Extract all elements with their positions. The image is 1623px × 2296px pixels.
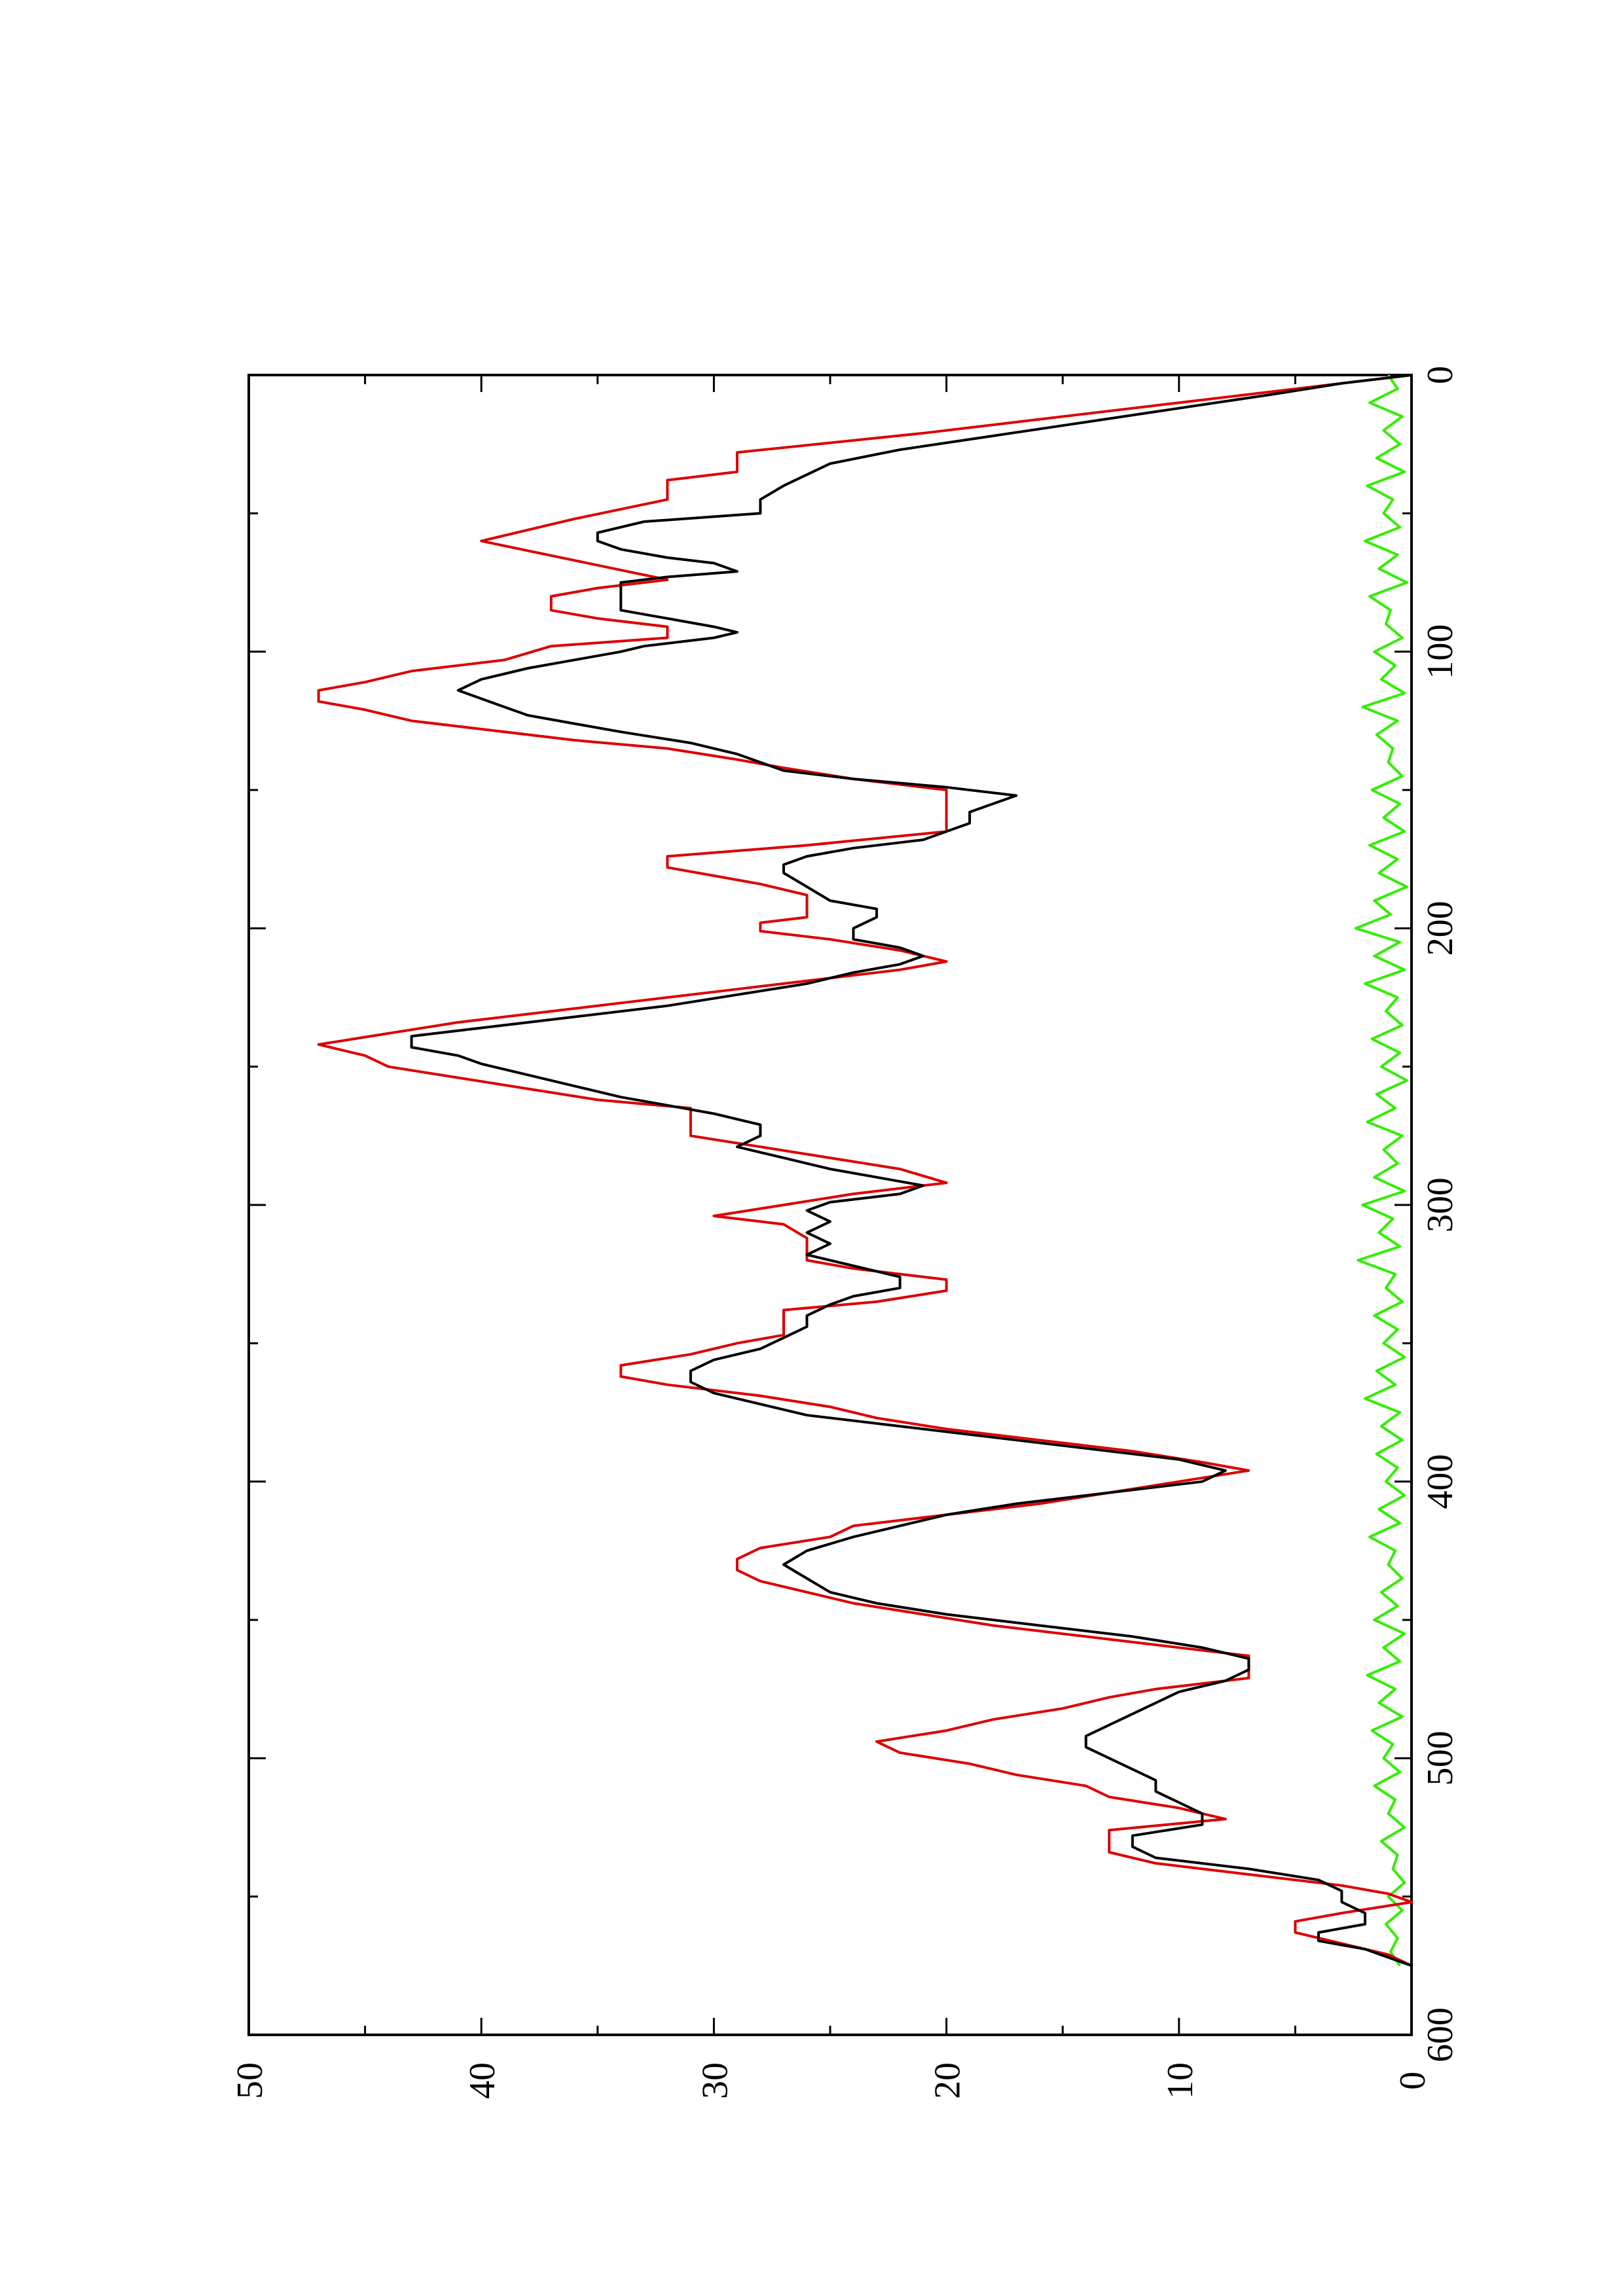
x-tick-label: 0 xyxy=(1420,366,1461,384)
series-line-1 xyxy=(317,374,1413,1967)
y-tick-label: 30 xyxy=(695,2062,735,2099)
x-tick-label: 200 xyxy=(1420,901,1461,956)
y-tick-label: 40 xyxy=(462,2062,503,2099)
x-tick-label: 100 xyxy=(1420,624,1461,679)
y-tick-label: 0 xyxy=(1393,2072,1433,2090)
y-tick-label: 50 xyxy=(230,2062,270,2099)
series-line-2 xyxy=(1354,374,1408,1967)
series-group xyxy=(317,374,1413,1967)
axis-ticks xyxy=(247,374,1413,2036)
plot-frame xyxy=(247,374,1413,2036)
series-line-0 xyxy=(410,374,1412,1967)
y-tick-label: 20 xyxy=(928,2062,968,2099)
y-tick-label: 10 xyxy=(1160,2062,1201,2099)
axis-tick-labels: 0 100 200 300 400 500 600 0 10 20 30 40 50 xyxy=(230,366,1461,2099)
x-tick-label: 300 xyxy=(1420,1177,1461,1232)
x-tick-label: 600 xyxy=(1420,2007,1461,2062)
x-tick-label: 400 xyxy=(1420,1454,1461,1509)
x-tick-label: 500 xyxy=(1420,1731,1461,1785)
